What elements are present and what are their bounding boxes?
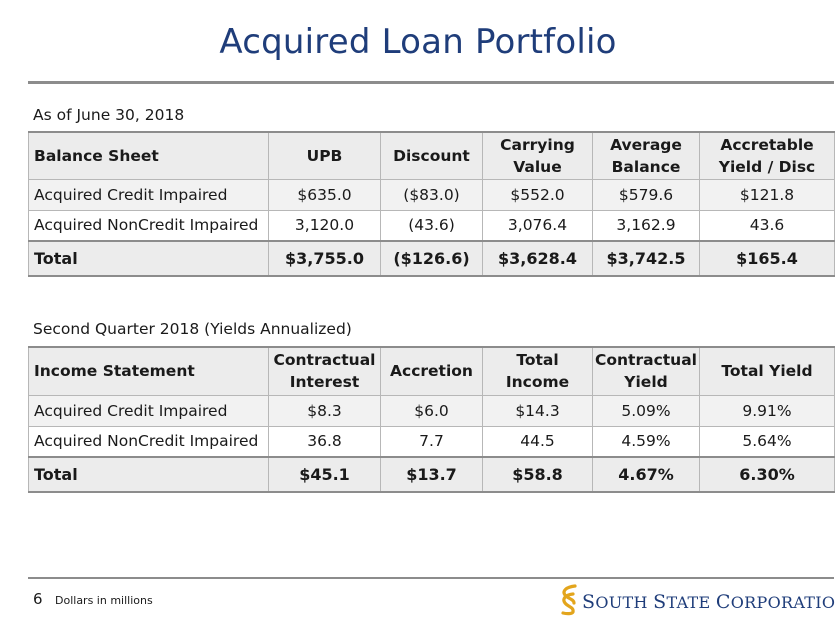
total-label: Total: [28, 240, 269, 277]
balance-sheet-caption: As of June 30, 2018: [33, 106, 185, 124]
title-divider: [28, 81, 834, 84]
table-cell: $552.0: [482, 178, 593, 211]
header-total-yield: Total Yield: [699, 346, 835, 396]
header-contractual-yield: Contractual Yield: [592, 346, 700, 396]
table-cell: 5.64%: [699, 425, 835, 458]
table-row: Acquired Credit Impaired $635.0 ($83.0) …: [28, 178, 835, 211]
total-cell: $3,742.5: [592, 240, 700, 277]
table-cell: ($83.0): [380, 178, 483, 211]
table-row: Acquired Credit Impaired $8.3 $6.0 $14.3…: [28, 394, 835, 427]
table-cell: 3,076.4: [482, 209, 593, 242]
table-cell: $121.8: [699, 178, 835, 211]
total-cell: $165.4: [699, 240, 835, 277]
table-cell: $579.6: [592, 178, 700, 211]
table-header-row: Balance Sheet UPB Discount Carrying Value…: [28, 131, 835, 180]
total-cell: $3,755.0: [268, 240, 381, 277]
table-cell: $6.0: [380, 394, 483, 427]
table-cell: 36.8: [268, 425, 381, 458]
table-cell: $14.3: [482, 394, 593, 427]
table-cell: 7.7: [380, 425, 483, 458]
table-cell: 44.5: [482, 425, 593, 458]
table-header-row: Income Statement Contractual Interest Acc…: [28, 346, 835, 396]
table-cell: 4.59%: [592, 425, 700, 458]
income-statement-caption: Second Quarter 2018 (Yields Annualized): [33, 320, 352, 338]
header-income-statement: Income Statement: [28, 346, 269, 396]
page-number: 6: [33, 590, 43, 608]
income-statement-table: Income Statement Contractual Interest Acc…: [28, 346, 835, 493]
table-row: Acquired NonCredit Impaired 3,120.0 (43.…: [28, 209, 835, 242]
table-cell: 3,120.0: [268, 209, 381, 242]
total-cell: 6.30%: [699, 456, 835, 493]
row-label: Acquired NonCredit Impaired: [28, 425, 269, 458]
company-logo: SOUTH STATE CORPORATION: [560, 584, 836, 616]
total-cell: 4.67%: [592, 456, 700, 493]
table-cell: $8.3: [268, 394, 381, 427]
total-cell: $58.8: [482, 456, 593, 493]
footnote: Dollars in millions: [55, 594, 153, 607]
table-cell: $635.0: [268, 178, 381, 211]
table-cell: 3,162.9: [592, 209, 700, 242]
total-label: Total: [28, 456, 269, 493]
header-total-income: Total Income: [482, 346, 593, 396]
header-contractual-interest: Contractual Interest: [268, 346, 381, 396]
header-average-balance: Average Balance: [592, 131, 700, 180]
row-label: Acquired Credit Impaired: [28, 394, 269, 427]
footer-divider: [28, 577, 834, 579]
header-upb: UPB: [268, 131, 381, 180]
table-cell: 43.6: [699, 209, 835, 242]
total-cell: $3,628.4: [482, 240, 593, 277]
balance-sheet-table: Balance Sheet UPB Discount Carrying Value…: [28, 131, 835, 277]
header-carrying-value: Carrying Value: [482, 131, 593, 180]
table-row: Acquired NonCredit Impaired 36.8 7.7 44.…: [28, 425, 835, 458]
header-discount: Discount: [380, 131, 483, 180]
header-accretable-yield: Accretable Yield / Disc: [699, 131, 835, 180]
total-cell: $13.7: [380, 456, 483, 493]
row-label: Acquired NonCredit Impaired: [28, 209, 269, 242]
logo-mark-icon: [561, 584, 577, 616]
total-row: Total $3,755.0 ($126.6) $3,628.4 $3,742.…: [28, 240, 835, 277]
row-label: Acquired Credit Impaired: [28, 178, 269, 211]
table-cell: (43.6): [380, 209, 483, 242]
total-cell: $45.1: [268, 456, 381, 493]
total-row: Total $45.1 $13.7 $58.8 4.67% 6.30%: [28, 456, 835, 493]
logo-wordmark: SOUTH STATE CORPORATION: [582, 591, 836, 613]
table-cell: 9.91%: [699, 394, 835, 427]
page-title: Acquired Loan Portfolio: [219, 22, 617, 62]
header-balance-sheet: Balance Sheet: [28, 131, 269, 180]
header-accretion: Accretion: [380, 346, 483, 396]
table-cell: 5.09%: [592, 394, 700, 427]
total-cell: ($126.6): [380, 240, 483, 277]
